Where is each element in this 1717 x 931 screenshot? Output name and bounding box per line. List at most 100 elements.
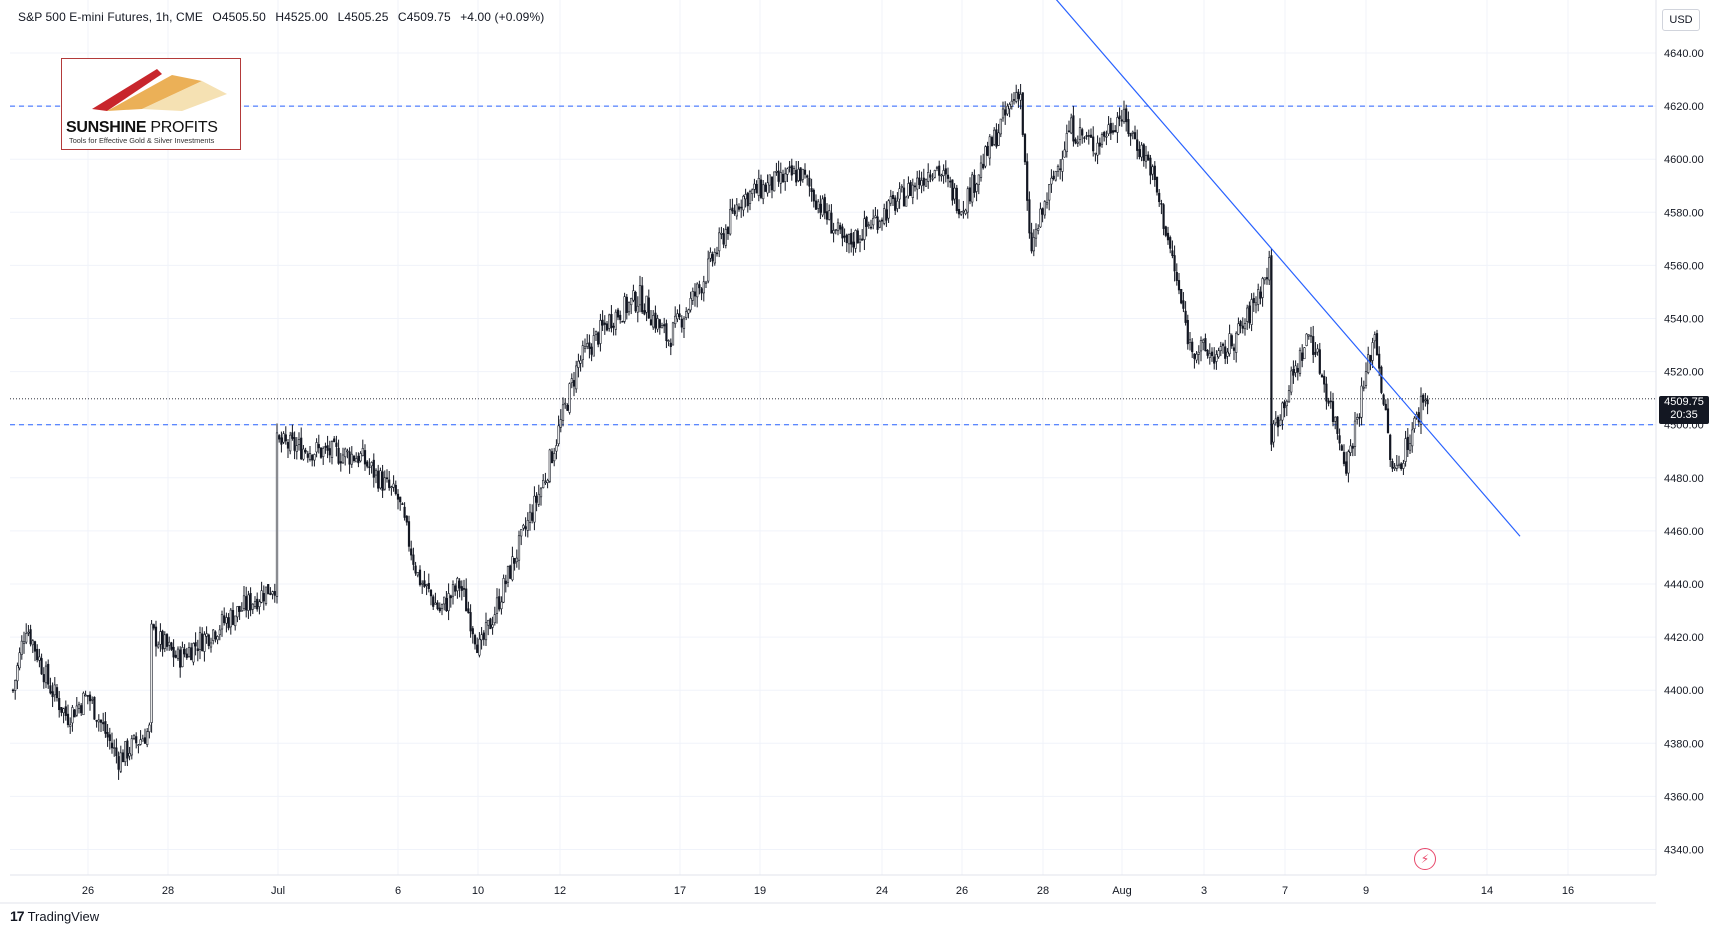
candle: [383, 470, 386, 491]
candle: [1070, 113, 1073, 135]
candle: [779, 162, 782, 194]
candle: [550, 448, 554, 464]
candle: [456, 576, 459, 599]
candle: [1312, 325, 1315, 363]
candle: [1340, 443, 1343, 451]
candle: [260, 581, 263, 604]
candle: [357, 452, 360, 468]
candle: [82, 691, 85, 716]
y-tick-label: 4360.00: [1664, 791, 1704, 803]
candle: [586, 334, 589, 350]
candle: [667, 339, 670, 347]
candle: [654, 305, 657, 333]
candle: [1142, 143, 1145, 167]
candle: [1417, 407, 1420, 427]
candle: [295, 437, 298, 460]
candle: [885, 201, 888, 227]
candle: [1175, 263, 1178, 286]
candle: [922, 168, 925, 192]
candle: [185, 647, 188, 660]
candle: [478, 632, 481, 658]
candle: [1375, 329, 1379, 356]
candle: [641, 277, 644, 314]
candle: [236, 606, 239, 623]
candle: [337, 439, 340, 465]
candle: [95, 719, 98, 728]
candle: [286, 439, 290, 459]
y-tick-label: 4440.00: [1664, 579, 1704, 591]
candle: [462, 579, 466, 598]
candle: [1259, 286, 1262, 305]
candle: [1197, 345, 1200, 365]
candle: [614, 309, 617, 336]
candle: [982, 153, 985, 170]
sunshine-profits-logo: SUNSHINE PROFITS Tools for Effective Gol…: [61, 58, 241, 150]
candle: [1303, 347, 1306, 360]
price-axis[interactable]: 4340.00 4360.00 4380.00 4400.00 4420.00 4440.…: [1655, 0, 1704, 875]
candle: [223, 607, 226, 626]
candle: [471, 626, 474, 644]
candle: [757, 169, 760, 202]
candle: [1023, 132, 1027, 166]
candle: [381, 464, 384, 498]
candle: [1160, 199, 1163, 215]
candle: [1081, 127, 1084, 144]
candle: [432, 594, 435, 611]
x-tick-label: 16: [1562, 885, 1574, 897]
candle: [975, 182, 978, 202]
candle: [528, 503, 532, 531]
candle: [240, 602, 243, 612]
candle: [1006, 103, 1009, 116]
candle: [341, 447, 345, 464]
candle: [1404, 430, 1407, 467]
candle: [643, 303, 646, 316]
y-tick-label: 4640.00: [1664, 48, 1704, 60]
candle: [1408, 434, 1412, 454]
candle: [484, 612, 488, 646]
candle: [181, 641, 184, 668]
candle: [1219, 341, 1222, 357]
candle: [748, 189, 752, 211]
candle: [896, 192, 899, 213]
candle: [691, 287, 694, 305]
candle: [1129, 132, 1132, 146]
candle: [564, 398, 567, 409]
candle: [319, 447, 323, 459]
candle: [999, 118, 1002, 138]
currency-button[interactable]: USD: [1662, 9, 1700, 31]
candle: [130, 735, 133, 760]
candle: [889, 189, 892, 207]
tradingview-brand[interactable]: 17 TradingView: [10, 908, 99, 924]
time-axis[interactable]: 26 28 Jul 6 10 12 17 19 24 26 28 Aug 3 7 9 14 16: [0, 874, 1656, 904]
logo-subtitle: Tools for Effective Gold & Silver Invest…: [69, 136, 215, 145]
candle: [1296, 363, 1299, 381]
candle: [1144, 145, 1148, 169]
candle: [372, 453, 375, 488]
candle: [874, 206, 877, 219]
candle: [264, 586, 268, 606]
candle: [775, 162, 778, 176]
trendline[interactable]: [1052, 0, 1521, 537]
candle: [170, 641, 173, 651]
candle: [1083, 136, 1086, 143]
candle: [407, 515, 411, 552]
candle: [500, 596, 503, 615]
candle: [1028, 191, 1031, 239]
candle: [636, 296, 639, 323]
candle: [546, 478, 549, 489]
candle: [482, 630, 485, 646]
lightning-icon[interactable]: ⚡: [1414, 848, 1436, 870]
y-tick-label: 4400.00: [1664, 685, 1704, 697]
candle: [491, 616, 494, 635]
candle: [671, 321, 675, 346]
candle: [696, 282, 699, 308]
candle: [1061, 150, 1064, 182]
candle: [168, 636, 171, 651]
candle: [476, 637, 479, 654]
candle: [396, 489, 400, 510]
candle: [863, 210, 866, 251]
candle: [405, 515, 408, 526]
symbol-name[interactable]: S&P 500 E-mini Futures, 1h, CME: [18, 10, 203, 24]
candle: [561, 397, 565, 427]
